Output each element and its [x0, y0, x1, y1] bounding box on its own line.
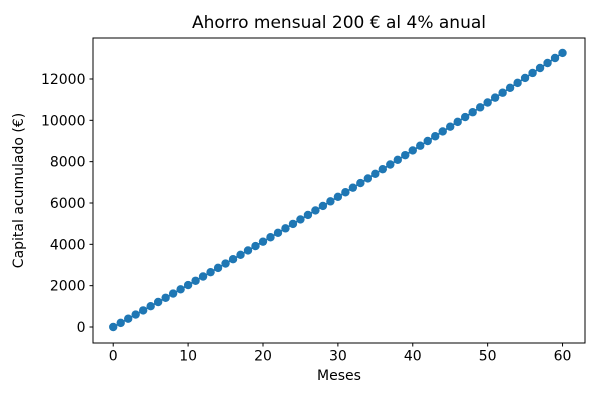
- data-point-marker: [228, 254, 238, 264]
- data-point-marker: [303, 210, 313, 220]
- data-point-marker: [520, 73, 530, 83]
- data-point-marker: [116, 318, 125, 328]
- x-tick-label: 60: [554, 349, 572, 365]
- data-point-marker: [273, 228, 283, 238]
- data-point-marker: [386, 160, 395, 169]
- data-point-marker: [416, 141, 425, 150]
- data-point-marker: [446, 122, 455, 131]
- data-point-marker: [161, 293, 170, 302]
- data-point-marker: [498, 88, 507, 97]
- data-point-marker: [146, 301, 155, 311]
- y-tick-label: 0: [77, 320, 86, 336]
- data-point-marker: [505, 83, 515, 93]
- data-point-marker: [333, 192, 343, 202]
- plot-dynamic-layer: 0 10 20 30 40 50 60 0 2000 4000 6000 8000 10000 12000: [41, 37, 586, 365]
- data-point-marker: [543, 58, 552, 68]
- data-point-marker: [266, 233, 275, 242]
- data-point-marker: [288, 219, 298, 229]
- data-point-marker: [213, 263, 223, 273]
- data-point-marker: [431, 132, 440, 141]
- data-point-marker: [528, 68, 537, 78]
- data-point-marker: [341, 188, 350, 197]
- data-point-marker: [183, 280, 193, 290]
- data-point-marker: [535, 63, 545, 73]
- data-point-marker: [176, 285, 185, 294]
- data-point-marker: [153, 297, 163, 307]
- y-tick-label: 4000: [50, 237, 86, 253]
- data-point-marker: [318, 201, 328, 211]
- y-tick-label: 2000: [50, 279, 86, 295]
- x-tick-label: 30: [329, 349, 347, 365]
- data-point-marker: [124, 314, 133, 323]
- data-point-marker: [513, 78, 522, 88]
- data-point-marker: [453, 117, 462, 127]
- data-point-marker: [356, 178, 365, 188]
- x-tick-label: 40: [404, 349, 422, 365]
- x-tick-label: 20: [254, 349, 272, 365]
- data-point-marker: [483, 98, 492, 107]
- y-tick-label: 12000: [41, 72, 86, 88]
- data-point-marker: [378, 164, 388, 174]
- data-point-marker: [393, 155, 402, 165]
- data-point-marker: [251, 241, 260, 251]
- data-point-marker: [475, 103, 485, 112]
- data-point-marker: [206, 267, 215, 277]
- data-point-marker: [311, 206, 320, 215]
- data-point-marker: [550, 53, 560, 63]
- data-point-marker: [131, 310, 140, 319]
- x-tick-label: 50: [479, 349, 497, 365]
- data-point-marker: [490, 93, 500, 102]
- data-point-marker: [243, 246, 253, 255]
- y-tick-label: 6000: [50, 196, 86, 212]
- data-point-marker: [423, 136, 432, 146]
- x-tick-label: 0: [109, 349, 118, 365]
- data-point-marker: [221, 259, 230, 268]
- y-axis-label: Capital acumulado (€): [11, 113, 27, 268]
- data-point-marker: [258, 237, 268, 246]
- data-point-marker: [326, 197, 335, 206]
- data-point-marker: [198, 272, 208, 281]
- data-point-marker: [109, 322, 118, 332]
- data-point-marker: [191, 276, 200, 285]
- data-point-marker: [168, 289, 178, 298]
- data-point-marker: [363, 174, 373, 183]
- data-point-marker: [138, 306, 148, 315]
- data-point-marker: [558, 48, 567, 58]
- data-point-marker: [401, 150, 410, 160]
- data-point-marker: [438, 127, 447, 136]
- x-axis-label: Meses: [317, 368, 361, 384]
- data-point-marker: [460, 112, 470, 122]
- y-tick-label: 8000: [50, 155, 86, 171]
- x-tick-label: 10: [179, 349, 197, 365]
- data-point-marker: [236, 250, 245, 260]
- data-point-marker: [408, 146, 417, 155]
- data-point-marker: [281, 224, 290, 233]
- axes-spine: [92, 37, 586, 344]
- data-point-marker: [348, 183, 358, 192]
- data-point-marker: [468, 108, 477, 117]
- data-point-marker: [296, 215, 305, 224]
- chart-title: Ahorro mensual 200 € al 4% anual: [192, 13, 486, 33]
- y-tick-label: 10000: [41, 113, 86, 129]
- data-point-marker: [371, 169, 380, 179]
